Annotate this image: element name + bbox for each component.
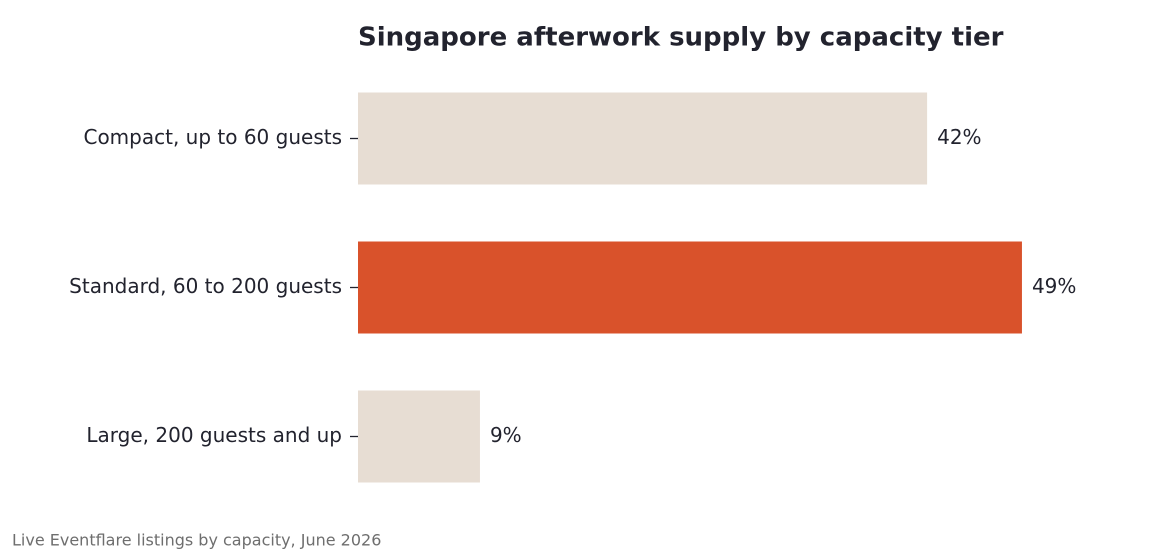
value-label: 49% (1032, 274, 1076, 298)
value-label: 42% (937, 125, 981, 149)
bar (358, 390, 480, 483)
value-label: 9% (490, 423, 522, 447)
bar (358, 92, 928, 185)
bar (358, 241, 1022, 334)
y-tick-label: Large, 200 guests and up (86, 423, 342, 447)
y-tick-label: Standard, 60 to 200 guests (69, 274, 342, 298)
footnote: Live Eventflare listings by capacity, Ju… (12, 531, 381, 550)
chart-title: Singapore afterwork supply by capacity t… (358, 23, 1004, 53)
y-tick-label: Compact, up to 60 guests (83, 125, 342, 149)
